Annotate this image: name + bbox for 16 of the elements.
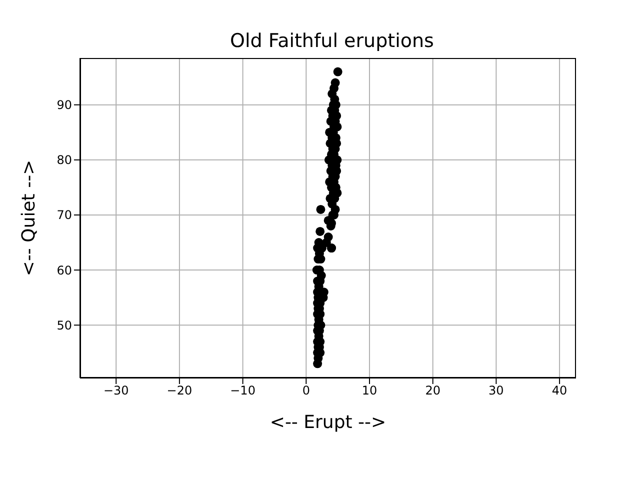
x-tick-label: −20 (166, 384, 192, 398)
y-tick-label: 60 (56, 263, 72, 278)
x-tick-label: 0 (302, 384, 310, 398)
y-tick-label: 70 (56, 208, 72, 222)
x-tick-label: 40 (552, 384, 568, 398)
y-tick-label: 50 (56, 318, 72, 332)
x-tick-label: 30 (488, 384, 504, 398)
x-tick-label: −30 (103, 384, 129, 398)
chart-title: Old Faithful eruptions (229, 30, 435, 52)
x-tick-label: 20 (425, 384, 440, 398)
y-tick-label: 90 (56, 98, 72, 112)
y-tick-label: 80 (56, 153, 72, 168)
y-axis-title: <-- Quiet --> (18, 160, 40, 276)
x-axis-title: <-- Erupt --> (270, 412, 386, 433)
x-tick-label: 10 (362, 384, 378, 398)
x-tick-label: −10 (230, 384, 256, 398)
